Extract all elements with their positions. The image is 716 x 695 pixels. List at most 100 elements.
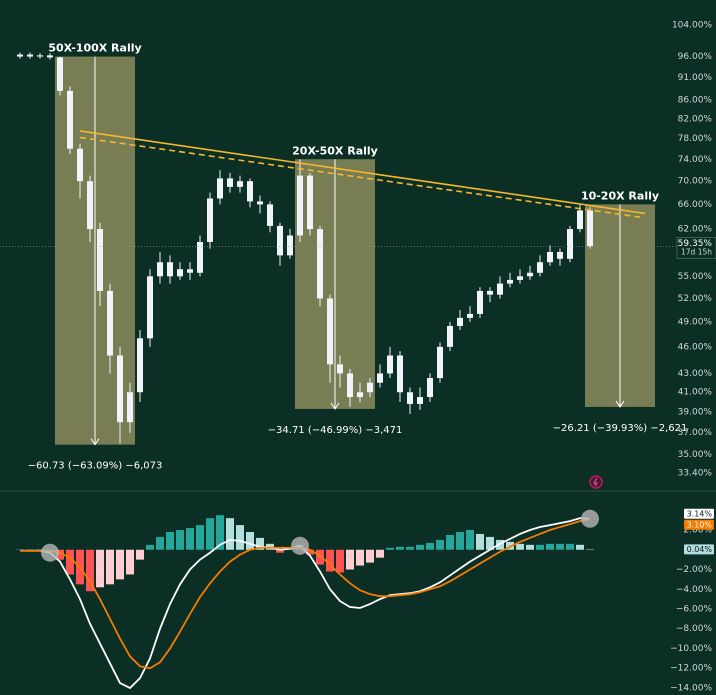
histogram-bar [96,549,104,588]
candle-body [347,373,353,398]
y-tick-label: −2.00% [676,565,713,575]
price-label: 59.35% [678,239,713,249]
y-tick-label: −14.00% [670,683,712,693]
candle-body [217,178,223,199]
y-tick-label: 43.00% [678,369,713,379]
y-tick-label: −8.00% [676,624,713,634]
y-tick-label: 52.00% [678,294,713,304]
histogram-bar [86,549,94,592]
candle-body [547,251,553,263]
rally-label: 10-20X Rally [581,189,659,202]
histogram-bar [326,549,334,572]
alert-icon[interactable] [589,475,603,489]
y-tick-label: 78.00% [678,134,713,144]
alert-icon-bolt[interactable] [592,477,599,487]
candle-body [517,276,523,280]
candle-body [207,198,213,242]
candle-body [57,57,63,91]
histogram-bar [436,539,444,550]
countdown-label: 17d 15h [681,247,712,256]
candle-body [357,392,363,398]
candle-body [577,210,583,230]
last-value-box [684,544,714,555]
histogram-bar [336,549,344,573]
candle-body [117,355,123,423]
y-tick-label: 33.40% [678,469,713,479]
y-tick-label: 55.00% [678,272,713,282]
candle-body [457,317,463,326]
y-tick-label: 74.00% [678,155,713,165]
candle-body [47,55,53,58]
histogram-bar [486,536,494,550]
measure-arrowhead [90,438,100,446]
histogram-bar [226,518,234,550]
y-tick-label: 39.00% [678,407,713,417]
candle-body [127,392,133,423]
histogram-bar [176,530,184,550]
candle-body [37,55,43,57]
candle-body [327,298,333,365]
histogram-bar [156,536,164,550]
candle-body [187,269,193,273]
candle-body [237,181,243,187]
histogram-bar [356,549,364,566]
candle-body [147,276,153,339]
y-tick-label: 62.00% [678,225,713,235]
histogram-bar [236,525,244,550]
y-tick-label: 82.00% [678,114,713,124]
histogram-bar [196,525,204,550]
histogram-bar [556,543,564,550]
candle-body [167,262,173,277]
candle-body [197,241,203,273]
measure-arrowhead [615,400,625,408]
histogram-bar [466,530,474,550]
histogram-bar [536,544,544,550]
histogram-bar [16,549,24,550]
trendline [79,136,641,218]
price-label-box [676,236,716,259]
y-tick-label: 91.00% [678,73,713,83]
candle-body [377,373,383,383]
histogram-bar [526,544,534,550]
candle-body [77,148,83,182]
histogram-bar [106,549,114,585]
last-value-label: 0.04% [687,545,713,554]
histogram-bar [456,531,464,550]
candle-body [447,325,453,347]
histogram-bar [406,546,414,550]
candle-body [487,290,493,295]
candle-body [67,90,73,149]
histogram-bar [516,543,524,550]
y-tick-label: 96.00% [678,52,713,62]
histogram-bar [206,518,214,550]
histogram-bar [566,543,574,550]
candle-body [257,201,263,205]
crossover-marker [41,543,59,562]
measure-arrowhead [330,402,340,410]
histogram-bar [546,543,554,550]
histogram-bar [576,544,584,550]
y-tick-label: 49.00% [678,317,713,327]
y-tick-label: −4.00% [676,585,713,595]
histogram-bar [426,542,434,550]
alert-icon-circle[interactable] [589,475,603,489]
y-tick-label: −10.00% [670,644,712,654]
histogram-bar [216,515,224,550]
candle-body [87,181,93,230]
candle-body [227,178,233,187]
histogram-bar [476,533,484,550]
candle-body [477,290,483,314]
y-tick-label: −12.00% [670,664,712,674]
histogram-bar [256,537,264,550]
rally-label: 50X-100X Rally [48,42,141,55]
histogram-bar [316,549,324,565]
histogram-bar [386,547,394,550]
histogram-bar [346,549,354,570]
y-tick-label: 37.00% [678,428,713,438]
candle-body [307,175,313,230]
candle-body [247,181,253,202]
y-tick-label: 70.00% [678,177,713,187]
candle-body [177,269,183,277]
